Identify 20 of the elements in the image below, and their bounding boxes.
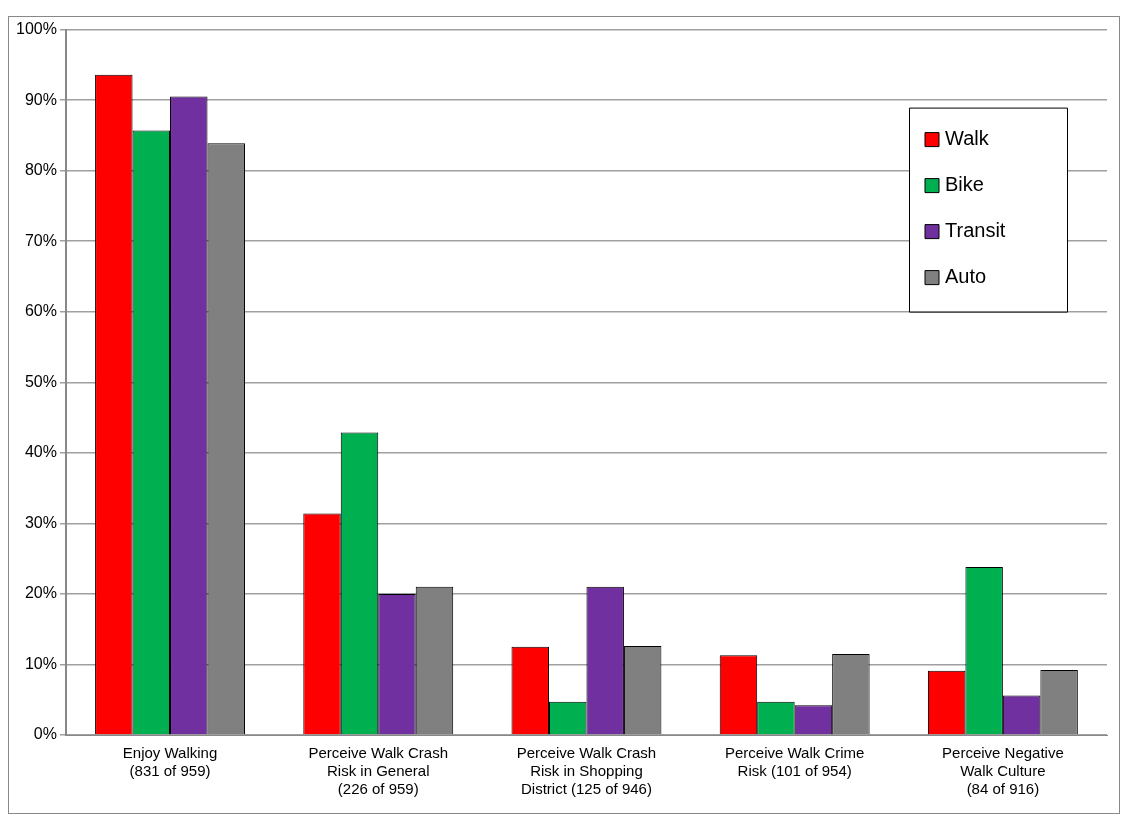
x-tick-label: Perceive Walk Crash Risk in General (226 of 959) [308, 744, 448, 798]
y-tick-label: 50% [24, 372, 57, 390]
legend-label: Auto [945, 265, 987, 288]
legend-label: Transit [945, 219, 1006, 242]
y-tick-label: 0% [33, 725, 57, 743]
legend-label: Walk [945, 127, 990, 150]
x-tick-label: Perceive Negative Walk Culture (84 of 916) [942, 744, 1064, 798]
x-tick-label: Perceive Walk Crime Risk (101 of 954) [724, 744, 865, 780]
y-tick-label: 30% [24, 513, 57, 531]
y-tick-label: 80% [24, 161, 57, 179]
legend-label: Bike [945, 173, 984, 196]
y-tick-label: 40% [24, 443, 57, 461]
y-tick-label: 60% [24, 302, 57, 320]
x-tick-label: Enjoy Walking (831 of 959) [122, 744, 218, 780]
y-tick-label: 10% [24, 654, 57, 672]
x-tick-label: Perceive Walk Crash Risk in Shopping District (125 of 946) [516, 744, 657, 798]
y-tick-label: 90% [24, 90, 57, 108]
y-tick-label: 20% [24, 584, 57, 602]
y-tick-label: 100% [16, 20, 57, 38]
y-tick-label: 70% [24, 231, 57, 249]
